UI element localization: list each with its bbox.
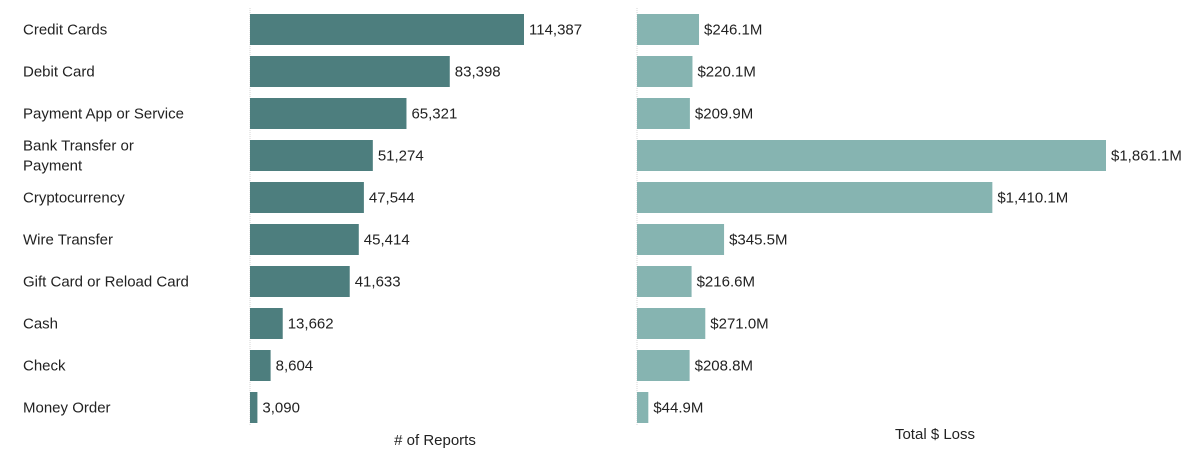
category-label: Cash: [23, 316, 58, 333]
reports-bar: [250, 308, 283, 339]
category-label-line: Cryptocurrency: [23, 190, 125, 207]
category-label-line: Cash: [23, 316, 58, 333]
reports-value-label: 45,414: [364, 232, 410, 249]
loss-bar: [637, 224, 725, 255]
category-label: Bank Transfer or Payment: [23, 138, 134, 175]
loss-bar: [637, 308, 706, 339]
category-label-line: Check: [23, 358, 66, 375]
loss-value-label: $209.9M: [695, 106, 753, 123]
reports-value-label: 65,321: [411, 106, 457, 123]
category-label-line: Wire Transfer: [23, 232, 113, 249]
category-label-line: Payment: [23, 158, 83, 175]
reports-bar: [250, 266, 350, 297]
category-label-line: Money Order: [23, 400, 111, 417]
reports-bar: [250, 56, 450, 87]
loss-value-label: $44.9M: [653, 400, 703, 417]
reports-panel: 114,387 83,398 65,321 51,274 47,544 45,414 41,…: [249, 8, 582, 449]
category-label: Debit Card: [23, 64, 95, 81]
category-label: Money Order: [23, 400, 111, 417]
reports-value-label: 8,604: [276, 358, 314, 375]
loss-value-label: $271.0M: [710, 316, 768, 333]
category-label: Cryptocurrency: [23, 190, 125, 207]
loss-bar: [637, 14, 700, 45]
reports-value-label: 114,387: [529, 22, 582, 39]
reports-bar: [250, 140, 373, 171]
loss-panel: $246.1M $220.1M $209.9M $1,861.1M $1,410.1M $…: [636, 8, 1182, 443]
reports-bar: [250, 98, 407, 129]
category-label-line: Payment App or Service: [23, 106, 184, 123]
loss-bar: [637, 182, 993, 213]
category-label-line: Credit Cards: [23, 22, 107, 39]
loss-bar: [637, 350, 690, 381]
loss-value-label: $1,861.1M: [1111, 148, 1182, 165]
reports-value-label: 41,633: [355, 274, 401, 291]
loss-bar: [637, 392, 649, 423]
reports-bar: [250, 350, 271, 381]
loss-bar: [637, 56, 693, 87]
reports-value-label: 3,090: [262, 400, 300, 417]
reports-bar: [250, 392, 258, 423]
reports-axis-title: # of Reports: [394, 432, 476, 449]
reports-bar: [250, 224, 359, 255]
loss-bar: [637, 98, 690, 129]
reports-value-label: 83,398: [455, 64, 501, 81]
category-labels: Credit Cards Debit Card Payment App or Ser…: [23, 22, 189, 417]
reports-value-label: 13,662: [288, 316, 334, 333]
loss-value-label: $220.1M: [697, 64, 755, 81]
category-label: Gift Card or Reload Card: [23, 274, 189, 291]
category-label-line: Debit Card: [23, 64, 95, 81]
category-label: Credit Cards: [23, 22, 107, 39]
category-label: Wire Transfer: [23, 232, 113, 249]
category-label-line: Gift Card or Reload Card: [23, 274, 189, 291]
loss-value-label: $208.8M: [695, 358, 753, 375]
category-label: Payment App or Service: [23, 106, 184, 123]
category-label-line: Bank Transfer or: [23, 138, 134, 155]
category-label: Check: [23, 358, 66, 375]
loss-axis-title: Total $ Loss: [895, 426, 975, 443]
reports-bar: [250, 182, 364, 213]
reports-value-label: 51,274: [378, 148, 424, 165]
loss-value-label: $345.5M: [729, 232, 787, 249]
loss-bar: [637, 266, 692, 297]
reports-value-label: 47,544: [369, 190, 415, 207]
reports-bar: [250, 14, 524, 45]
loss-value-label: $246.1M: [704, 22, 762, 39]
loss-bar: [637, 140, 1106, 171]
loss-value-label: $1,410.1M: [997, 190, 1068, 207]
loss-value-label: $216.6M: [697, 274, 755, 291]
